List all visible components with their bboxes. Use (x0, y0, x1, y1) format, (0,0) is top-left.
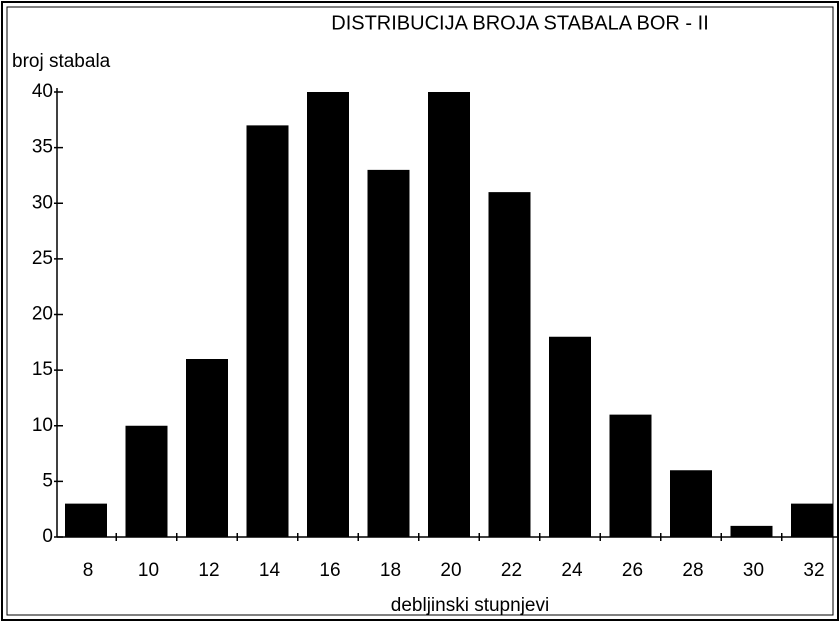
bar (488, 192, 531, 537)
bar (670, 470, 712, 537)
y-tick-label: 30 (32, 192, 53, 213)
bar (125, 425, 168, 537)
x-tick-label: 32 (803, 560, 824, 581)
bar (609, 414, 652, 537)
y-tick-label: 15 (32, 359, 53, 380)
bar (65, 503, 107, 537)
bar (549, 336, 591, 537)
y-tick-label: 0 (42, 526, 53, 547)
y-tick-label: 10 (32, 415, 53, 436)
chart-title: DISTRIBUCIJA BROJA STABALA BOR - II (331, 12, 709, 34)
bar (246, 125, 289, 537)
y-tick-label: 5 (42, 470, 53, 491)
x-tick-label: 12 (198, 560, 219, 581)
y-tick-label: 40 (32, 81, 53, 102)
x-tick-label: 14 (259, 560, 281, 581)
x-tick-label: 16 (319, 560, 340, 581)
x-tick-label: 10 (138, 560, 159, 581)
x-tick-label: 8 (83, 560, 94, 581)
x-tick-label: 24 (561, 560, 583, 581)
y-tick-label: 20 (32, 304, 53, 325)
x-axis-label: debljinski stupnjevi (391, 595, 549, 616)
x-tick-label: 26 (622, 560, 643, 581)
bar (428, 92, 470, 537)
x-tick-label: 22 (501, 560, 522, 581)
bar (730, 525, 773, 537)
bar (367, 169, 410, 537)
bar (791, 503, 833, 537)
y-axis-label: broj stabala (12, 51, 111, 72)
x-tick-label: 18 (380, 560, 401, 581)
bar (307, 92, 349, 537)
x-tick-label: 30 (743, 560, 764, 581)
x-tick-label: 20 (440, 560, 461, 581)
x-tick-label: 28 (682, 560, 703, 581)
frame-inner (6, 6, 834, 616)
y-tick-label: 35 (32, 137, 53, 158)
bar (186, 359, 228, 537)
y-tick-label: 25 (32, 248, 53, 269)
